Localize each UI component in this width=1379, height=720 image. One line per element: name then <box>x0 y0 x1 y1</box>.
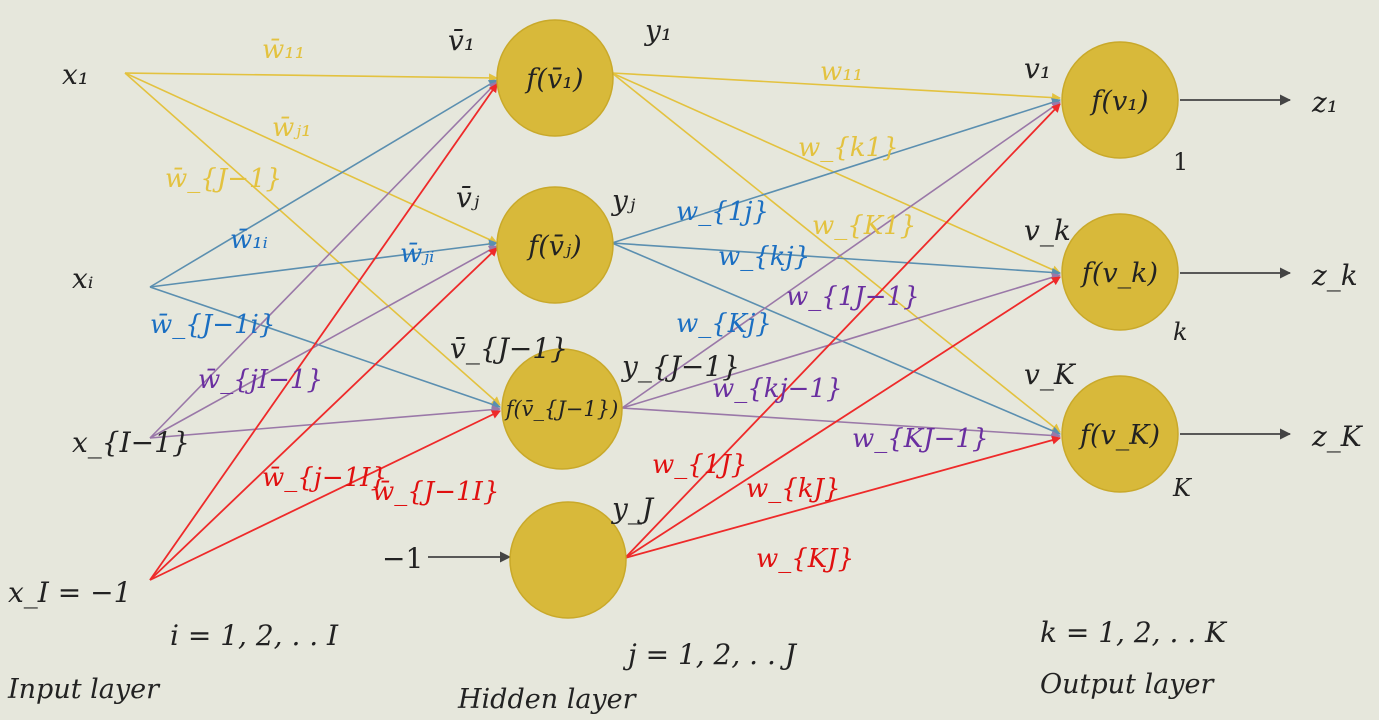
output-inlabel-k: v_k <box>1024 214 1071 247</box>
weight-out-kj: w_{kj} <box>718 242 810 272</box>
edge-xI-h1 <box>149 83 498 581</box>
weight-in-ji: w̄ⱼᵢ <box>400 239 434 269</box>
weight-out-KJm1: w_{KJ−1} <box>852 424 989 454</box>
weight-in-Jm1i: w̄_{J−1i} <box>150 310 275 340</box>
hidden-node-1 <box>496 19 614 137</box>
input-label-1: x₁ <box>62 58 89 91</box>
edge-x1-hj <box>124 72 498 244</box>
weight-out-k1: w_{k1} <box>798 133 899 163</box>
output-nodes <box>1061 41 1179 493</box>
layer-label-input: Input layer <box>7 674 161 705</box>
output-func-k: f(v_k) <box>1080 258 1158 289</box>
weight-out-1J: w_{1J} <box>652 450 747 480</box>
weight-in-1i: w̄₁ᵢ <box>230 225 268 255</box>
edge-xI-hJm1 <box>149 410 501 581</box>
output-node-1 <box>1061 41 1179 159</box>
range-output: k = 1, 2, . . K <box>1040 616 1228 649</box>
output-func-K: f(v_K) <box>1078 420 1160 451</box>
weight-in-j1: w̄ⱼ₁ <box>272 113 312 143</box>
output-z-k: z_k <box>1311 259 1358 292</box>
weight-out-1Jm1: w_{1J−1} <box>786 282 920 312</box>
weight-in-jIm1: w̄_{jI−1} <box>198 365 323 395</box>
edge-hJ-oK <box>624 435 1061 559</box>
weight-out-KJ: w_{KJ} <box>756 544 854 574</box>
edge-x1-h1 <box>124 72 498 83</box>
edge-h1-o1 <box>611 72 1061 103</box>
weight-in-Jm1: w̄_{J−1} <box>165 164 282 194</box>
input-hidden-connections <box>124 72 501 581</box>
hidden-out-Jm1: y_{J−1} <box>620 350 740 383</box>
weight-in-11: w̄₁₁ <box>262 35 305 65</box>
weight-out-K1: w_{K1} <box>812 211 916 241</box>
hidden-inlabel-j: v̄ⱼ <box>456 181 480 214</box>
hidden-out-1: y₁ <box>643 14 672 47</box>
input-label-I: x_I = −1 <box>8 576 131 609</box>
edge-xIm1-hJm1 <box>149 405 501 439</box>
edge-hJ-o1 <box>624 103 1061 559</box>
edge-xi-hJm1 <box>149 286 501 409</box>
hidden-out-J: y_J <box>610 492 655 525</box>
hidden-node-j <box>496 186 614 304</box>
hidden-func-1: f(v̄₁) <box>524 64 583 95</box>
hidden-node-Jm1 <box>501 348 623 470</box>
weight-in-jm1I: w̄_{j−1I} <box>262 463 387 493</box>
edge-hj-o1 <box>611 98 1061 244</box>
output-index-1: 1 <box>1173 148 1188 176</box>
hidden-out-j: yⱼ <box>610 184 636 217</box>
output-inlabel-K: v_K <box>1024 358 1077 391</box>
hidden-inlabel-Jm1: v̄_{J−1} <box>450 332 568 365</box>
edge-h1-ok <box>611 72 1061 274</box>
weight-out-kjm1: w_{kj−1} <box>712 374 842 404</box>
edge-xi-h1 <box>149 79 498 288</box>
output-node-k <box>1061 213 1179 331</box>
output-inlabel-1: v₁ <box>1024 52 1051 85</box>
hidden-inlabel-1: v̄₁ <box>448 24 475 57</box>
layer-label-hidden: Hidden layer <box>457 684 638 715</box>
edge-hJm1-o1 <box>621 101 1061 409</box>
hidden-output-connections <box>611 72 1061 559</box>
edge-xIm1-h1 <box>149 81 498 439</box>
weight-out-kJ: w_{kJ} <box>746 474 841 504</box>
input-label-i: xᵢ <box>72 262 93 295</box>
output-index-K: K <box>1172 474 1193 502</box>
edge-xi-hj <box>149 239 498 288</box>
edge-hJm1-ok <box>621 273 1061 409</box>
layer-label-output: Output layer <box>1040 669 1215 700</box>
output-z-1: z₁ <box>1311 86 1338 119</box>
hidden-func-j: f(v̄ⱼ) <box>526 231 581 262</box>
hidden-inlabel-bias: −1 <box>382 542 423 575</box>
output-func-1: f(v₁) <box>1089 86 1148 117</box>
hidden-nodes <box>496 19 627 619</box>
edge-h1-oK <box>611 72 1061 433</box>
weight-in-Jm1I: w̄_{J−1I} <box>372 477 499 507</box>
weight-out-11: w₁₁ <box>820 57 863 87</box>
edge-xI-hj <box>149 247 498 581</box>
output-node-K <box>1061 375 1179 493</box>
range-hidden: j = 1, 2, . . J <box>622 638 798 671</box>
range-input: i = 1, 2, . . I <box>170 619 339 652</box>
edge-hJ-ok <box>624 276 1061 559</box>
weight-out-1j: w_{1j} <box>676 197 769 227</box>
input-label-Im1: x_{I−1} <box>72 426 190 459</box>
output-index-k: k <box>1173 318 1188 346</box>
hidden-node-bias <box>509 501 627 619</box>
edge-x1-hJm1 <box>124 72 501 406</box>
output-z-K: z_K <box>1311 420 1364 453</box>
edge-xIm1-hj <box>149 245 498 439</box>
edge-hJm1-oK <box>621 407 1061 440</box>
weight-out-Kj: w_{Kj} <box>676 309 772 339</box>
hidden-func-Jm1: f(v̄_{J−1}) <box>504 397 619 421</box>
